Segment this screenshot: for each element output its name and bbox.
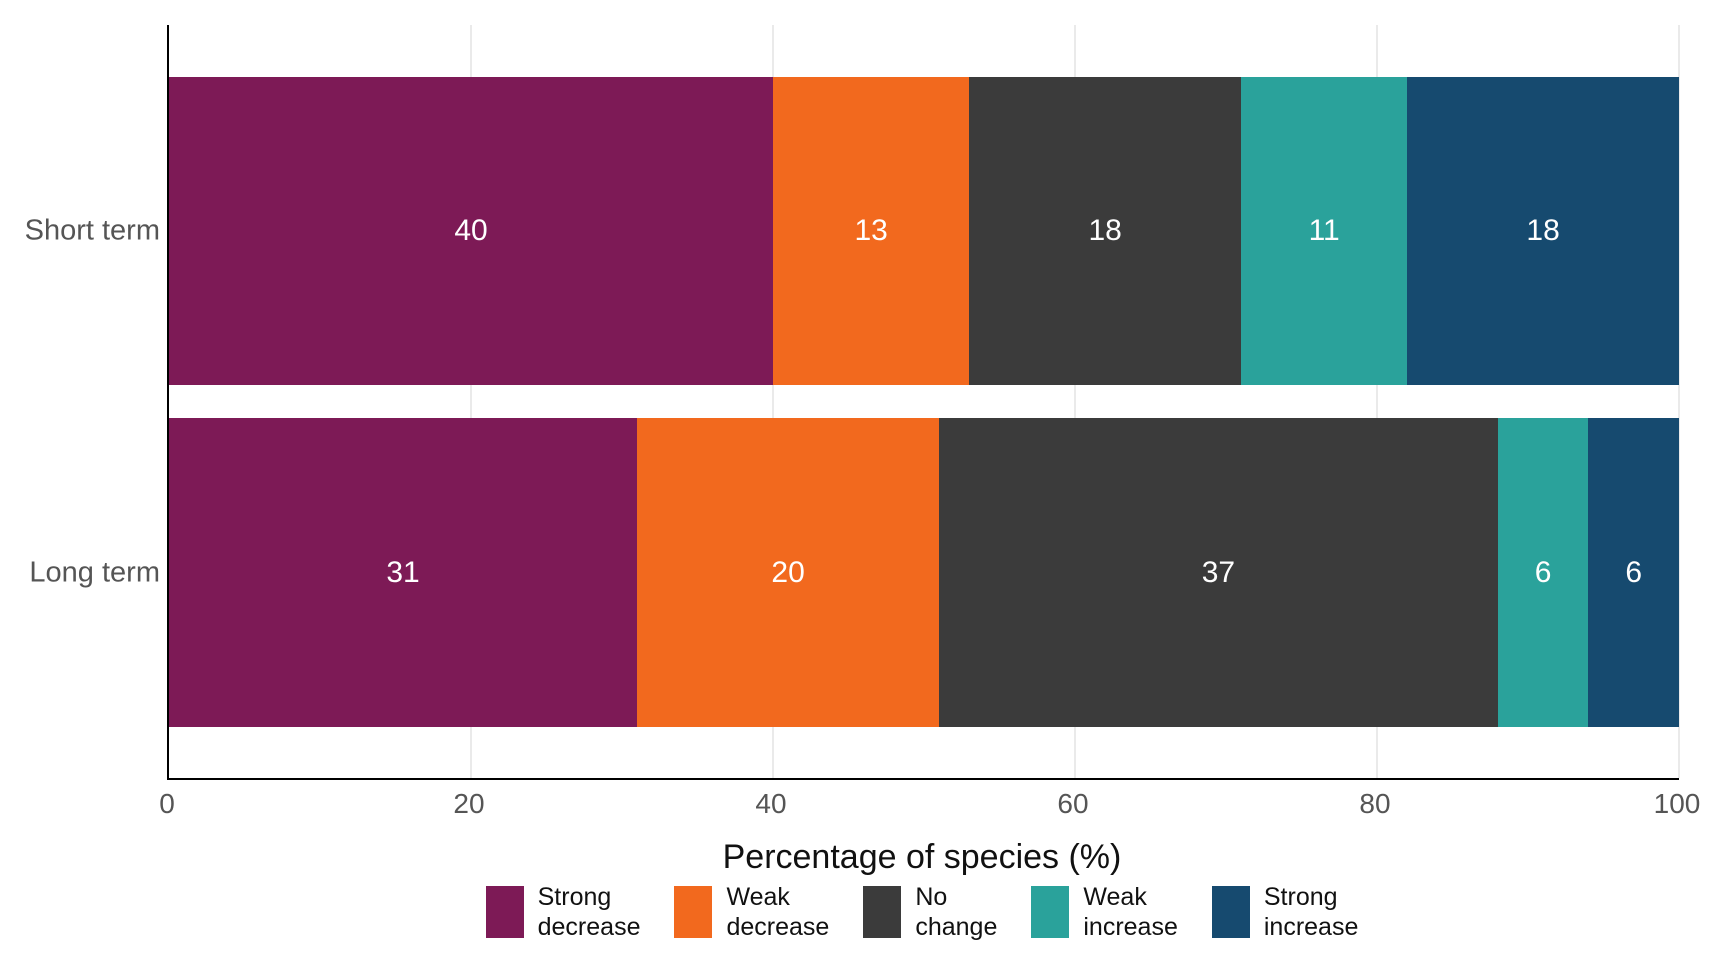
segment-strong-decrease: 31: [169, 418, 638, 727]
segment-strong-decrease: 40: [169, 77, 773, 385]
x-tick-label-80: 80: [1359, 788, 1391, 819]
gridline-40: [772, 25, 774, 778]
x-tick-label-20: 20: [453, 788, 485, 819]
segment-value-label: 11: [1308, 214, 1340, 247]
legend-swatch-icon: [1211, 886, 1250, 938]
segment-value-label: 37: [1201, 555, 1236, 589]
x-tick-label-0: 0: [159, 788, 175, 819]
legend-label: No change: [915, 883, 998, 941]
segment-value-label: 40: [454, 214, 488, 247]
legend-item-weak-decrease: Weak decrease: [674, 882, 829, 942]
x-tick-label-40: 40: [755, 788, 787, 819]
legend-item-strong-increase: Strong increase: [1211, 882, 1359, 942]
gridline-100: [1678, 25, 1680, 778]
gridline-60: [1074, 25, 1076, 778]
bar-short-term: 40 13 18 11 18: [169, 77, 1679, 385]
legend-item-weak-increase: Weak increase: [1031, 882, 1178, 942]
legend-label: Weak increase: [1083, 883, 1178, 941]
segment-strong-increase: 6: [1588, 418, 1679, 727]
y-category-label-short-term: Short term: [24, 214, 160, 247]
legend: Strong decrease Weak decrease No change Wea…: [167, 882, 1677, 942]
segment-value-label: 6: [1625, 555, 1643, 589]
segment-no-change: 18: [969, 77, 1242, 385]
plot-area: 40 13 18 11 18 31 20 37 6 6: [167, 25, 1680, 780]
segment-no-change: 37: [939, 418, 1498, 727]
legend-label: Strong decrease: [537, 883, 641, 941]
gridline-20: [470, 25, 472, 778]
segment-value-label: 31: [386, 555, 420, 589]
legend-swatch-icon: [1031, 886, 1070, 938]
legend-swatch-icon: [485, 886, 524, 938]
segment-value-label: 18: [1526, 214, 1560, 247]
gridline-80: [1376, 25, 1378, 778]
segment-weak-increase: 6: [1497, 418, 1589, 727]
segment-value-label: 6: [1534, 555, 1552, 589]
x-tick-label-60: 60: [1057, 788, 1089, 819]
legend-swatch-icon: [674, 886, 713, 938]
segment-value-label: 18: [1088, 214, 1122, 247]
segment-strong-increase: 18: [1407, 77, 1679, 385]
segment-value-label: 20: [771, 555, 805, 589]
segment-weak-decrease: 20: [637, 418, 940, 727]
segment-value-label: 13: [854, 214, 888, 247]
legend-swatch-icon: [863, 886, 902, 938]
legend-item-strong-decrease: Strong decrease: [485, 882, 641, 942]
segment-weak-increase: 11: [1241, 77, 1408, 385]
bar-long-term: 31 20 37 6 6: [169, 418, 1679, 727]
legend-label: Weak decrease: [726, 883, 830, 941]
x-tick-label-100: 100: [1653, 788, 1701, 819]
x-axis-ticks: 0 20 40 60 80 100: [159, 788, 1700, 824]
x-axis-title: Percentage of species (%): [722, 838, 1122, 876]
segment-weak-decrease: 13: [773, 77, 970, 385]
y-category-label-long-term: Long term: [29, 556, 160, 588]
legend-item-no-change: No change: [863, 882, 997, 942]
legend-label: Strong increase: [1263, 883, 1359, 941]
